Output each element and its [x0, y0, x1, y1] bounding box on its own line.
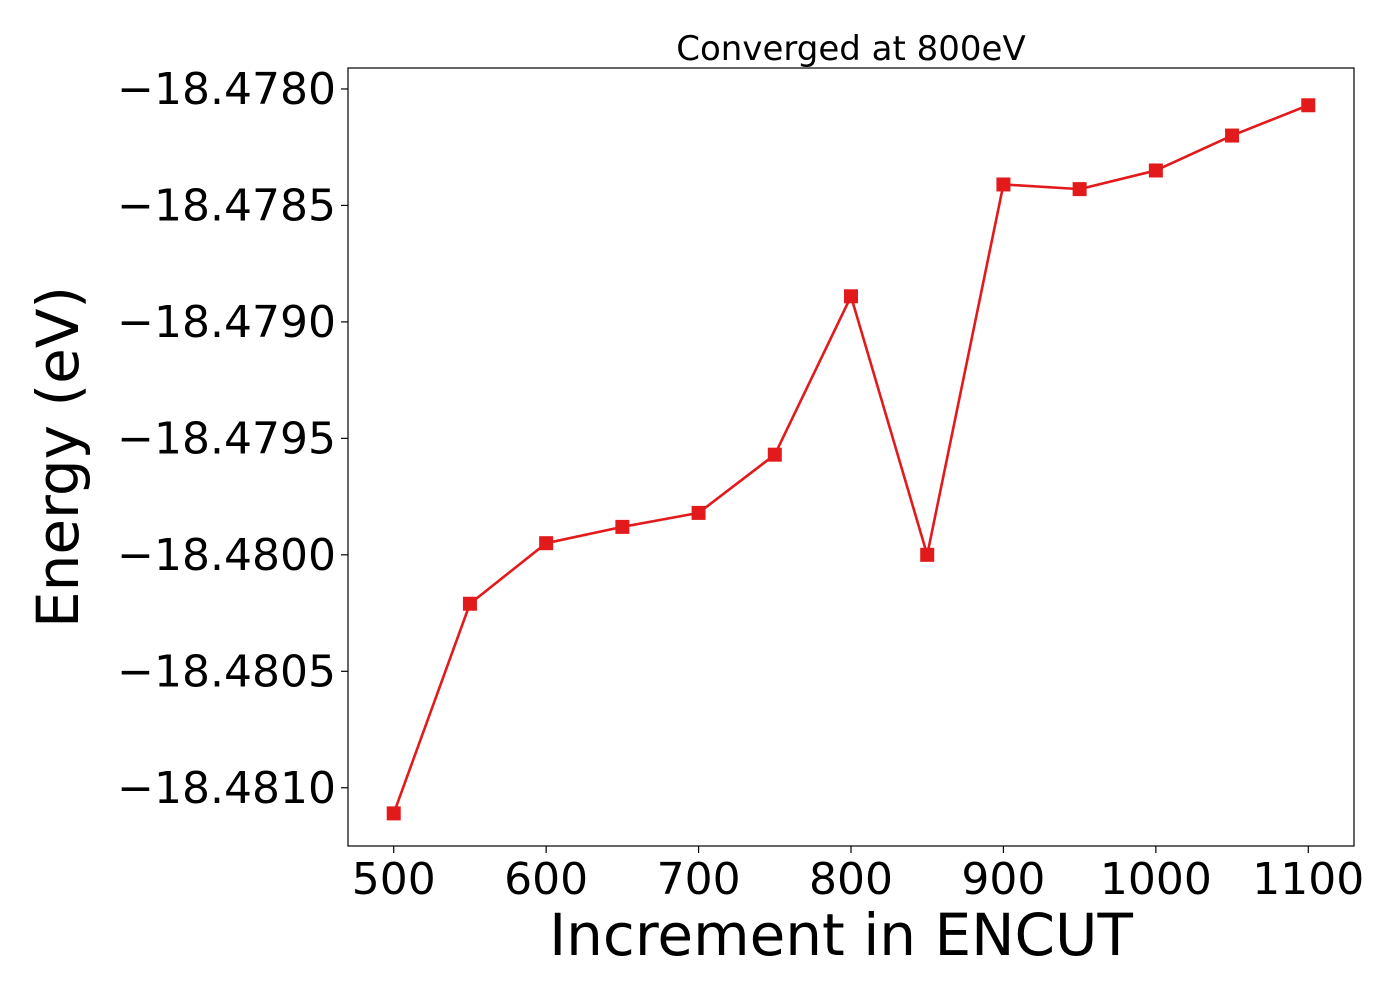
data-point-marker — [767, 447, 782, 462]
y-tick-label: −18.4805 — [117, 646, 336, 697]
chart-title: Converged at 800eV — [676, 29, 1025, 69]
plot-area — [347, 67, 1355, 847]
y-tick-label: −18.4780 — [117, 64, 336, 115]
x-tick-label: 800 — [809, 854, 893, 905]
x-axis: 500 600 700 800 900 1000 1100 — [352, 846, 1364, 905]
x-axis-label: Increment in ENCUT — [549, 901, 1133, 969]
data-point-marker — [996, 177, 1011, 192]
data-point-marker — [844, 289, 858, 304]
y-tick-label: −18.4785 — [117, 180, 336, 231]
x-tick-label: 700 — [657, 854, 741, 905]
y-tick-label: −18.4810 — [117, 763, 336, 814]
data-point-marker — [1301, 98, 1316, 113]
series-line — [392, 104, 1309, 814]
data-point-marker — [1148, 163, 1163, 178]
x-tick-label: 1100 — [1252, 854, 1364, 905]
data-point-marker — [1225, 128, 1240, 143]
data-point-marker — [920, 547, 935, 562]
data-point-marker — [386, 806, 401, 821]
y-axis-label: Energy (eV) — [24, 286, 92, 628]
series-energy — [386, 98, 1316, 821]
data-point-marker — [1072, 182, 1087, 197]
data-point-marker — [539, 536, 554, 551]
x-tick-label: 500 — [352, 854, 436, 905]
x-tick-label: 1000 — [1100, 854, 1212, 905]
x-tick-label: 600 — [504, 854, 588, 905]
data-point-marker — [615, 519, 630, 534]
y-axis: −18.4810 −18.4805 −18.4800 −18.4795 −18.4790… — [117, 64, 348, 814]
y-tick-label: −18.4795 — [117, 413, 336, 464]
data-point-marker — [462, 596, 477, 611]
x-tick-label: 900 — [961, 854, 1045, 905]
y-tick-label: −18.4790 — [117, 297, 336, 348]
y-tick-label: −18.4800 — [117, 530, 336, 581]
data-point-marker — [691, 505, 706, 520]
